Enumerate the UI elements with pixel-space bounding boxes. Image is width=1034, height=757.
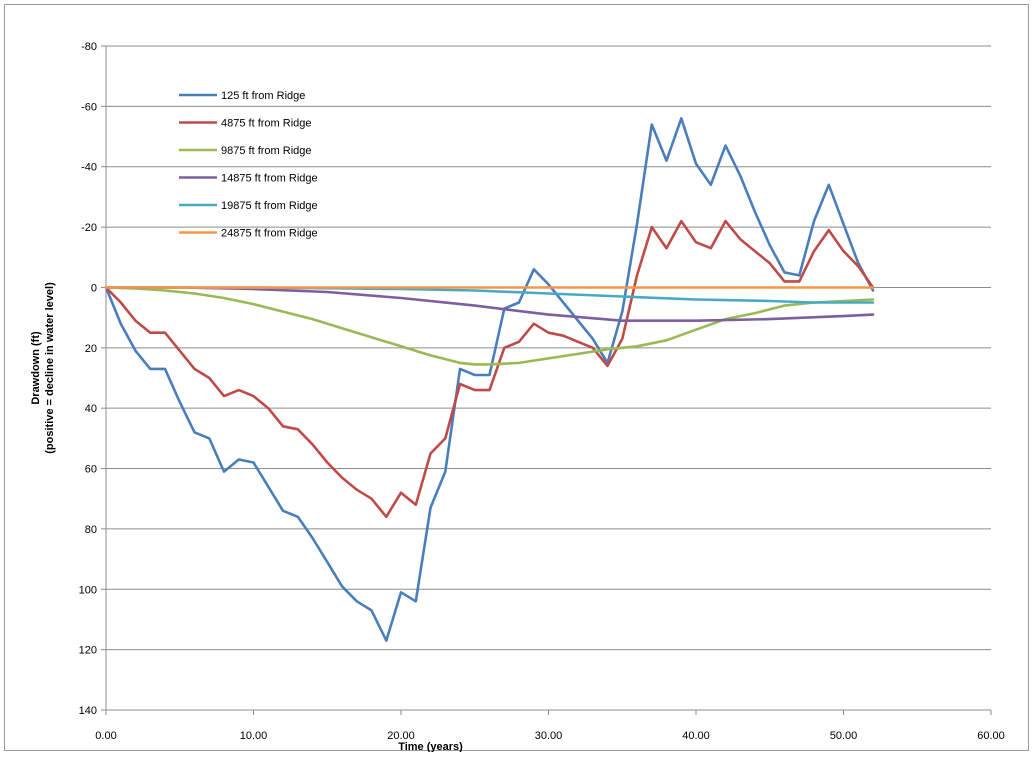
x-tick-label: 20.00 bbox=[387, 730, 415, 742]
legend-label: 14875 ft from Ridge bbox=[221, 173, 318, 185]
y-tick-label: 80 bbox=[85, 524, 97, 536]
gridlines bbox=[106, 45, 991, 651]
y-tick-label: -80 bbox=[81, 41, 97, 53]
y-tick-label: 140 bbox=[79, 705, 97, 717]
series-lines bbox=[104, 117, 875, 642]
y-tick-label: -40 bbox=[81, 162, 97, 174]
y-tick-label: 20 bbox=[85, 343, 97, 355]
x-tick-label: 30.00 bbox=[535, 730, 563, 742]
legend-label: 125 ft from Ridge bbox=[221, 90, 305, 102]
series-line-5 bbox=[104, 286, 875, 304]
x-tick-label: 60.00 bbox=[977, 730, 1005, 742]
x-tick-labels: 0.00 10.00 20.00 30.00 40.00 50.00 60.00 bbox=[95, 730, 1004, 742]
y-axis-title: Drawdown (ft) bbox=[30, 331, 42, 405]
chart-frame: -80 -60 -40 -20 0 20 40 60 80 100 120 140 0.00 10.00… bbox=[4, 4, 1029, 753]
y-tick-labels: -80 -60 -40 -20 0 20 40 60 80 100 120 140 bbox=[79, 41, 97, 717]
legend-label: 19875 ft from Ridge bbox=[221, 200, 318, 212]
series-line-2 bbox=[104, 219, 875, 519]
x-tick-label: 10.00 bbox=[240, 730, 268, 742]
y-tick-label: -60 bbox=[81, 101, 97, 113]
series-line-3 bbox=[104, 286, 875, 366]
x-axis-title: Time (years) bbox=[398, 741, 463, 752]
series-line-1 bbox=[104, 117, 875, 642]
y-axis-subtitle: (positive = decline in water level) bbox=[44, 282, 56, 454]
legend: 125 ft from Ridge 4875 ft from Ridge 9875 … bbox=[179, 90, 318, 240]
y-tick-label: 60 bbox=[85, 464, 97, 476]
y-tick-label: 100 bbox=[79, 584, 97, 596]
legend-label: 4875 ft from Ridge bbox=[221, 118, 312, 130]
series-line-4 bbox=[104, 286, 875, 323]
x-tick-label: 50.00 bbox=[830, 730, 858, 742]
legend-label: 9875 ft from Ridge bbox=[221, 145, 312, 157]
y-tick-label: 0 bbox=[91, 282, 97, 294]
x-tick-label: 0.00 bbox=[95, 730, 116, 742]
axes bbox=[101, 45, 992, 715]
y-tick-label: 40 bbox=[85, 403, 97, 415]
legend-label: 24875 ft from Ridge bbox=[221, 228, 318, 240]
y-tick-label: 120 bbox=[79, 645, 97, 657]
y-tick-label: -20 bbox=[81, 222, 97, 234]
x-tick-label: 40.00 bbox=[682, 730, 710, 742]
line-chart: -80 -60 -40 -20 0 20 40 60 80 100 120 140 0.00 10.00… bbox=[30, 41, 1005, 753]
